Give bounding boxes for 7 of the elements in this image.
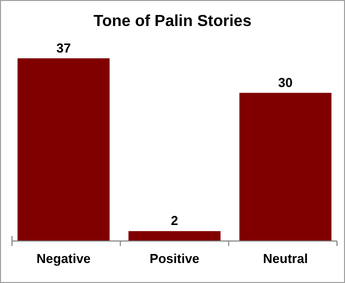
x-tick-label: Negative (36, 251, 91, 266)
data-label: 2 (170, 213, 178, 228)
chart-title: Tone of Palin Stories (94, 13, 252, 30)
data-label: 37 (56, 40, 71, 56)
data-label: 30 (278, 74, 293, 90)
x-tick-label: Neutral (263, 251, 308, 266)
x-tick-label: Positive (150, 251, 200, 266)
